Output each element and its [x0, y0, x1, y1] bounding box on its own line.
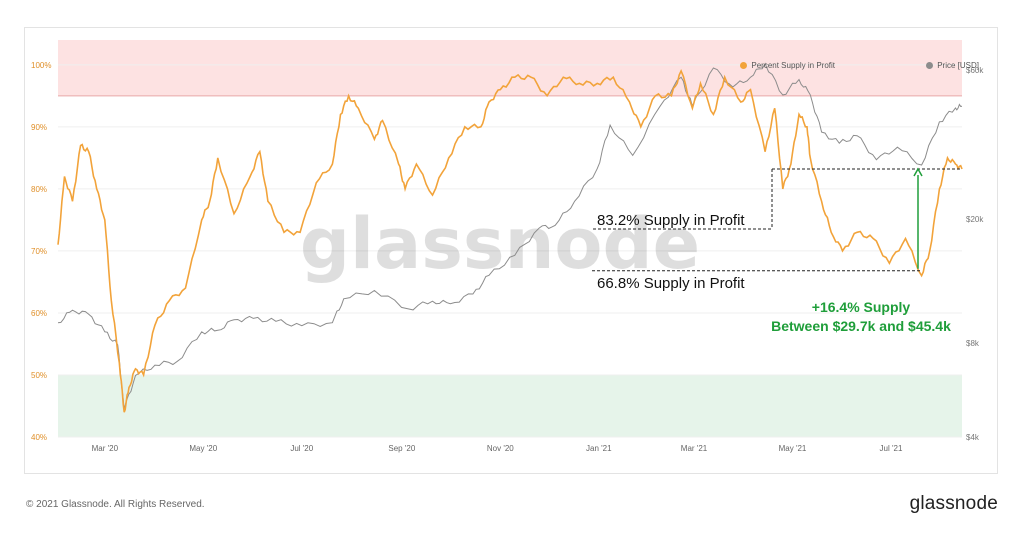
x-tick-label: Jan '21: [586, 444, 612, 453]
legend-item-profit[interactable]: Percent Supply in Profit: [740, 61, 835, 70]
x-tick-label: Mar '21: [681, 444, 708, 453]
x-tick-label: Nov '20: [487, 444, 514, 453]
x-tick-label: Sep '20: [388, 444, 415, 453]
x-tick-label: May '21: [779, 444, 807, 453]
x-tick-label: May '20: [189, 444, 217, 453]
y-left-tick-label: 70%: [31, 247, 47, 256]
chart-card: 40% 50% 60% 70% 80% 90% 100% $4k $8k $20k $60k Mar …: [24, 27, 998, 474]
watermark: glassnode: [300, 203, 700, 285]
series-line-price: [57, 62, 963, 410]
footer-copyright: © 2021 Glassnode. All Rights Reserved.: [26, 499, 205, 510]
x-tick-label: Mar '20: [92, 444, 119, 453]
upper-band: [58, 40, 962, 96]
lower-annotation-label: 66.8% Supply in Profit: [597, 275, 745, 292]
series-line-profit: [57, 69, 963, 413]
y-left-tick-label: 100%: [31, 61, 51, 70]
legend-swatch-price: [926, 62, 934, 69]
y-left-tick-label: 50%: [31, 371, 47, 380]
delta-annotation-line1: +16.4% Supply: [812, 299, 911, 315]
y-left-tick-label: 90%: [31, 123, 47, 132]
footer-logo[interactable]: glassnode: [909, 493, 998, 514]
y-right-tick-label: $8k: [966, 339, 980, 348]
legend-label-price: Price [USD]: [937, 61, 979, 70]
lower-band: [58, 374, 962, 437]
y-left-tick-label: 80%: [31, 185, 47, 194]
delta-arrow-head: [913, 167, 923, 177]
legend-swatch-profit: [740, 62, 748, 69]
upper-annotation-label: 83.2% Supply in Profit: [597, 212, 745, 229]
y-left-tick-label: 60%: [31, 309, 47, 318]
legend-label-profit: Percent Supply in Profit: [751, 61, 835, 70]
y-left-tick-label: 40%: [31, 433, 47, 442]
x-tick-label: Jul '21: [880, 444, 903, 453]
y-right-tick-label: $20k: [966, 215, 984, 224]
x-tick-label: Jul '20: [290, 444, 313, 453]
chart-svg: 40% 50% 60% 70% 80% 90% 100% $4k $8k $20k $60k Mar …: [31, 40, 984, 453]
y-right-tick-label: $60k: [966, 66, 984, 75]
delta-annotation-line2: Between $29.7k and $45.4k: [771, 318, 951, 334]
legend-item-price[interactable]: Price [USD]: [926, 61, 979, 70]
y-right-tick-label: $4k: [966, 433, 980, 442]
